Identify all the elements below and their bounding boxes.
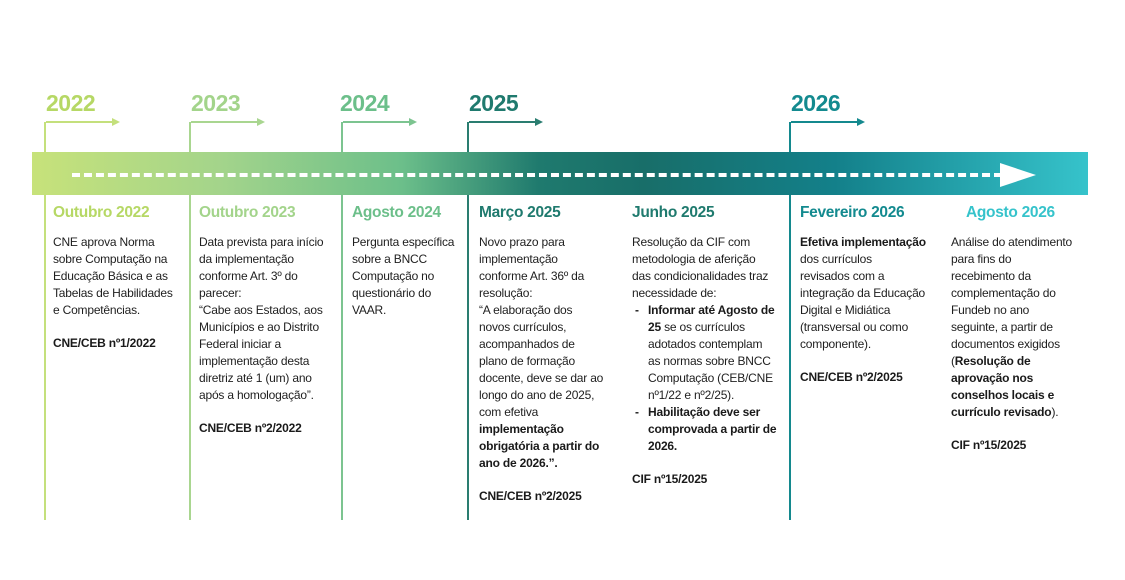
event-date: Fevereiro 2026 (800, 204, 905, 221)
event-date: Outubro 2022 (53, 204, 150, 221)
legal-reference: CIF nº15/2025 (951, 438, 1027, 452)
legal-reference: CNE/CEB nº1/2022 (53, 336, 156, 350)
arrow-right-icon (791, 118, 865, 126)
event-date: Agosto 2026 (966, 204, 1055, 221)
event-description: CNE aprova Norma sobre Computação na Edu… (53, 235, 173, 317)
divider-2026 (789, 122, 791, 520)
event-description: Análise do atendimento para fins do rece… (951, 235, 1073, 419)
divider-2022 (44, 122, 46, 520)
event-outubro-2023: Outubro 2023 Data prevista para início d… (199, 202, 339, 435)
requirements-list: Informar até Agosto de 25 se os currícul… (632, 302, 782, 455)
year-2022-label: 2022 (46, 90, 96, 116)
legal-reference: CIF nº15/2025 (632, 472, 708, 486)
event-agosto-2026: Agosto 2026 Análise do atendimento para … (951, 202, 1091, 452)
divider-2023 (189, 122, 191, 520)
event-junho-2025: Junho 2025 Resolução da CIF com metodolo… (632, 202, 782, 486)
arrow-right-icon (46, 118, 120, 126)
arrow-right-icon (343, 118, 417, 126)
event-date: Agosto 2024 (352, 204, 441, 221)
arrow-right-icon (469, 118, 543, 126)
divider-2025 (467, 122, 469, 520)
year-2026-label: 2026 (791, 90, 841, 116)
list-item: Informar até Agosto de 25 se os currícul… (632, 302, 782, 404)
arrow-right-icon (191, 118, 265, 126)
event-marco-2025: Março 2025 Novo prazo para implementação… (479, 202, 615, 503)
event-date: Março 2025 (479, 204, 561, 221)
arrow-head-icon (1000, 163, 1036, 187)
timeline-dashed-line (72, 173, 1002, 177)
event-description: Pergunta específica sobre a BNCC Computa… (352, 235, 455, 317)
event-description: Novo prazo para implementação conforme A… (479, 235, 604, 470)
legal-reference: CNE/CEB nº2/2025 (479, 489, 582, 503)
event-outubro-2022: Outubro 2022 CNE aprova Norma sobre Comp… (53, 202, 187, 350)
year-2024-label: 2024 (340, 90, 390, 116)
event-agosto-2024: Agosto 2024 Pergunta específica sobre a … (352, 202, 464, 319)
event-date: Junho 2025 (632, 204, 715, 221)
event-description: Data prevista para início da implementaç… (199, 235, 324, 402)
event-date: Outubro 2023 (199, 204, 296, 221)
divider-2024 (341, 122, 343, 520)
event-fevereiro-2026: Fevereiro 2026 Efetiva implementação dos… (800, 202, 935, 384)
event-description: Efetiva implementação dos currículos rev… (800, 235, 926, 351)
legal-reference: CNE/CEB nº2/2025 (800, 370, 903, 384)
list-item: Habilitação deve ser comprovada a partir… (632, 404, 782, 455)
legal-reference: CNE/CEB nº2/2022 (199, 421, 302, 435)
event-description: Resolução da CIF com metodologia de afer… (632, 234, 782, 455)
year-2023-label: 2023 (191, 90, 241, 116)
year-2025-label: 2025 (469, 90, 519, 116)
